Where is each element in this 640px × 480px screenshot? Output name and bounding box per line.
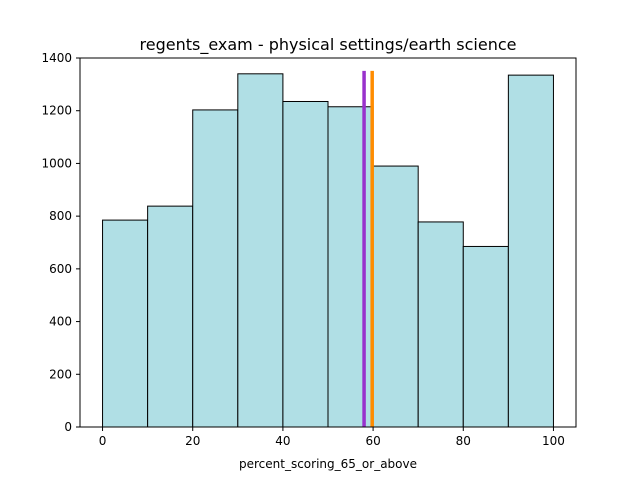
histogram-bar (462, 245, 509, 428)
plot-frame (79, 57, 577, 428)
histogram-bar (192, 109, 239, 428)
histogram-bar (102, 219, 149, 428)
y-tick-label: 200 (49, 367, 72, 381)
x-axis-label: percent_scoring_65_or_above (239, 457, 417, 471)
histogram-bar (507, 74, 554, 428)
x-tick-label: 80 (456, 434, 471, 448)
x-tick-label: 60 (365, 434, 380, 448)
x-tick-label: 100 (542, 434, 565, 448)
y-tick-label: 400 (49, 315, 72, 329)
y-tick-label: 600 (49, 262, 72, 276)
y-tick-label: 800 (49, 209, 72, 223)
x-tick-label: 20 (185, 434, 200, 448)
bars-group (102, 73, 554, 428)
y-tick-label: 1400 (41, 51, 72, 65)
histogram-bar (372, 165, 419, 428)
y-tick-label: 1000 (41, 156, 72, 170)
histogram-bar (282, 100, 329, 428)
histogram-bar (327, 106, 374, 428)
x-tick-label: 0 (99, 434, 107, 448)
reference-lines (362, 70, 374, 427)
x-tick-label: 40 (275, 434, 290, 448)
chart-title: regents_exam - physical settings/earth s… (140, 35, 517, 55)
histogram-bar (147, 205, 194, 428)
histogram-bar (417, 221, 464, 428)
y-tick-label: 1200 (41, 104, 72, 118)
histogram-bar (237, 73, 284, 428)
y-tick-label: 0 (64, 420, 72, 434)
